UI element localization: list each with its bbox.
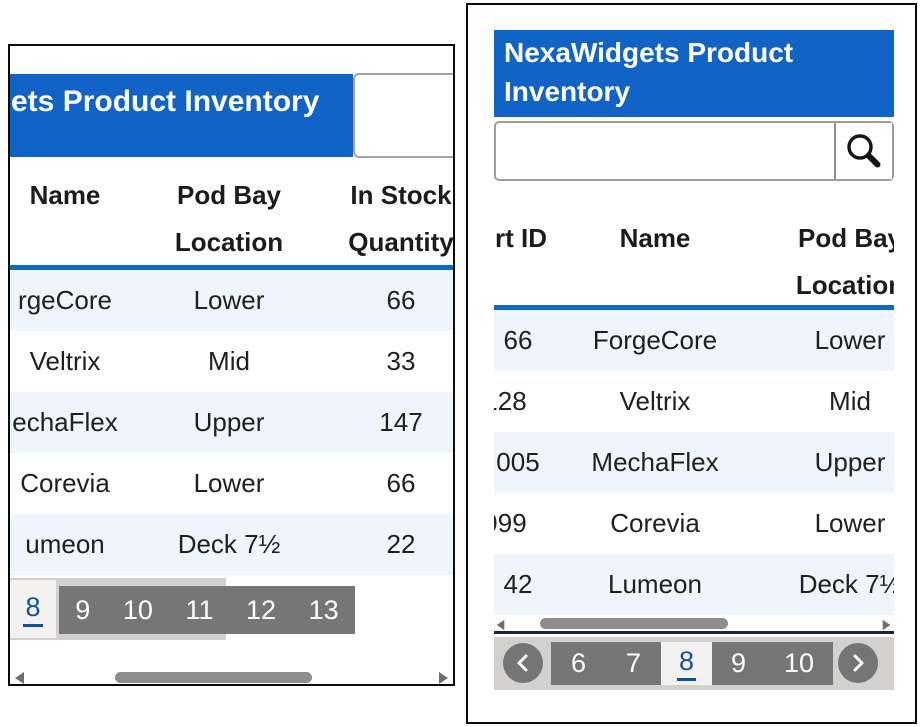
page-button[interactable]: 12 bbox=[246, 594, 277, 625]
cell-location: Deck 7½ bbox=[798, 569, 894, 599]
search-icon bbox=[847, 134, 881, 168]
cell-quantity: 66 bbox=[386, 285, 416, 315]
column-header-part-id: rt ID bbox=[495, 223, 547, 253]
cell-part-id: 42 bbox=[503, 569, 533, 599]
table-row[interactable]: 005 MechaFlex Upper bbox=[494, 432, 894, 493]
scroll-left-arrow-icon[interactable] bbox=[15, 672, 24, 684]
cell-quantity: 33 bbox=[386, 346, 416, 376]
table-row[interactable]: rgeCore Lower 66 bbox=[10, 270, 453, 331]
title-banner: ets Product Inventory bbox=[10, 74, 353, 157]
page-button[interactable]: 9 bbox=[730, 648, 746, 678]
cell-location: Deck 7½ bbox=[177, 529, 281, 559]
cell-quantity: 66 bbox=[386, 468, 416, 498]
horizontal-scrollbar-thumb[interactable] bbox=[115, 672, 312, 683]
page-button[interactable]: 13 bbox=[308, 594, 339, 625]
cell-name: Veltrix bbox=[29, 346, 101, 376]
table-row[interactable]: 42 Lumeon Deck 7½ bbox=[494, 554, 894, 615]
cell-location: Mid bbox=[208, 346, 250, 376]
cell-name: Veltrix bbox=[619, 386, 691, 416]
header-underline bbox=[10, 265, 453, 270]
cell-location: Lower bbox=[814, 508, 886, 538]
page-button[interactable]: 6 bbox=[570, 648, 587, 678]
cell-location: Upper bbox=[193, 407, 265, 437]
table-row[interactable]: echaFlex Upper 147 bbox=[10, 392, 453, 453]
cell-location: Lower bbox=[193, 285, 265, 315]
cell-location: Upper bbox=[814, 447, 886, 477]
page-button[interactable]: 9 bbox=[75, 594, 91, 625]
cell-name: rgeCore bbox=[18, 285, 112, 315]
search-button[interactable] bbox=[834, 123, 892, 179]
page-button[interactable]: 7 bbox=[625, 648, 642, 678]
scroll-left-arrow-icon[interactable] bbox=[496, 619, 505, 631]
column-header-pod-bay-location: Pod Bay Location bbox=[174, 180, 284, 257]
pagination-bar: 6 7 8 9 10 bbox=[494, 637, 894, 690]
search-input[interactable] bbox=[496, 123, 834, 179]
cell-name: ForgeCore bbox=[592, 325, 718, 355]
pagination-pages: 9 10 bbox=[712, 642, 833, 685]
current-page-number: 8 bbox=[23, 592, 43, 627]
cell-name: Lumeon bbox=[608, 569, 702, 599]
cell-name: echaFlex bbox=[12, 407, 118, 437]
scroll-right-arrow-icon[interactable] bbox=[882, 619, 891, 631]
horizontal-scrollbar-thumb[interactable] bbox=[540, 618, 728, 629]
cell-name: umeon bbox=[25, 529, 105, 559]
cell-location: Lower bbox=[814, 325, 886, 355]
cell-quantity: 22 bbox=[386, 529, 416, 559]
cell-name: Corevia bbox=[20, 468, 110, 498]
cell-location: Mid bbox=[829, 386, 871, 416]
chevron-right-icon bbox=[853, 654, 864, 672]
table-row[interactable]: Veltrix Mid 33 bbox=[10, 331, 453, 392]
pagination-pages: 9 10 11 12 13 bbox=[59, 586, 355, 634]
current-page-number: 8 bbox=[676, 646, 697, 681]
title-banner: NexaWidgets Product Inventory bbox=[494, 30, 894, 117]
column-header-name: Name bbox=[619, 223, 691, 253]
pager-divider-line bbox=[494, 631, 894, 634]
page-button[interactable]: 11 bbox=[185, 594, 214, 625]
column-header-in-stock-quantity: In Stock Quantity bbox=[348, 180, 454, 257]
header-underline bbox=[494, 305, 894, 310]
cell-part-id: 128 bbox=[494, 386, 527, 416]
page-button-current[interactable]: 8 bbox=[10, 580, 56, 638]
table-row[interactable]: umeon Deck 7½ 22 bbox=[10, 514, 453, 575]
next-page-button[interactable] bbox=[838, 643, 878, 683]
table-row[interactable]: 128 Veltrix Mid bbox=[494, 371, 894, 432]
cell-part-id: 005 bbox=[496, 447, 540, 477]
cell-location: Lower bbox=[193, 468, 265, 498]
page-button[interactable]: 10 bbox=[783, 648, 814, 678]
scroll-right-arrow-icon[interactable] bbox=[439, 672, 448, 684]
cell-part-id: 66 bbox=[503, 325, 533, 355]
app-title: NexaWidgets Product Inventory bbox=[504, 37, 794, 107]
column-header-name: Name bbox=[29, 180, 101, 210]
inventory-app-wide-view: ets Product Inventory Name Pod Bay Locat… bbox=[8, 44, 455, 686]
cell-part-id: 999 bbox=[494, 508, 527, 538]
table-row[interactable]: Corevia Lower 66 bbox=[10, 453, 453, 514]
previous-page-button[interactable] bbox=[503, 643, 543, 683]
chevron-left-icon bbox=[517, 654, 528, 672]
table-row[interactable]: 66 ForgeCore Lower bbox=[494, 310, 894, 371]
search-bar bbox=[494, 121, 894, 181]
pagination-pages: 6 7 bbox=[551, 642, 661, 685]
page-button[interactable]: 10 bbox=[122, 594, 153, 625]
table-row[interactable]: 999 Corevia Lower bbox=[494, 493, 894, 554]
page-button-current[interactable]: 8 bbox=[661, 642, 712, 685]
cell-quantity: 147 bbox=[379, 407, 423, 437]
cell-name: MechaFlex bbox=[591, 447, 719, 477]
column-header-pod-bay-location: Pod Bay Location bbox=[795, 223, 894, 300]
table-scroll-area: rt ID Name Pod Bay Location 66 ForgeCore… bbox=[494, 205, 894, 635]
search-input[interactable] bbox=[353, 73, 453, 158]
inventory-app-narrow-view: NexaWidgets Product Inventory rt ID Name… bbox=[466, 3, 917, 724]
app-title: ets Product Inventory bbox=[11, 85, 320, 118]
cell-name: Corevia bbox=[610, 508, 700, 538]
